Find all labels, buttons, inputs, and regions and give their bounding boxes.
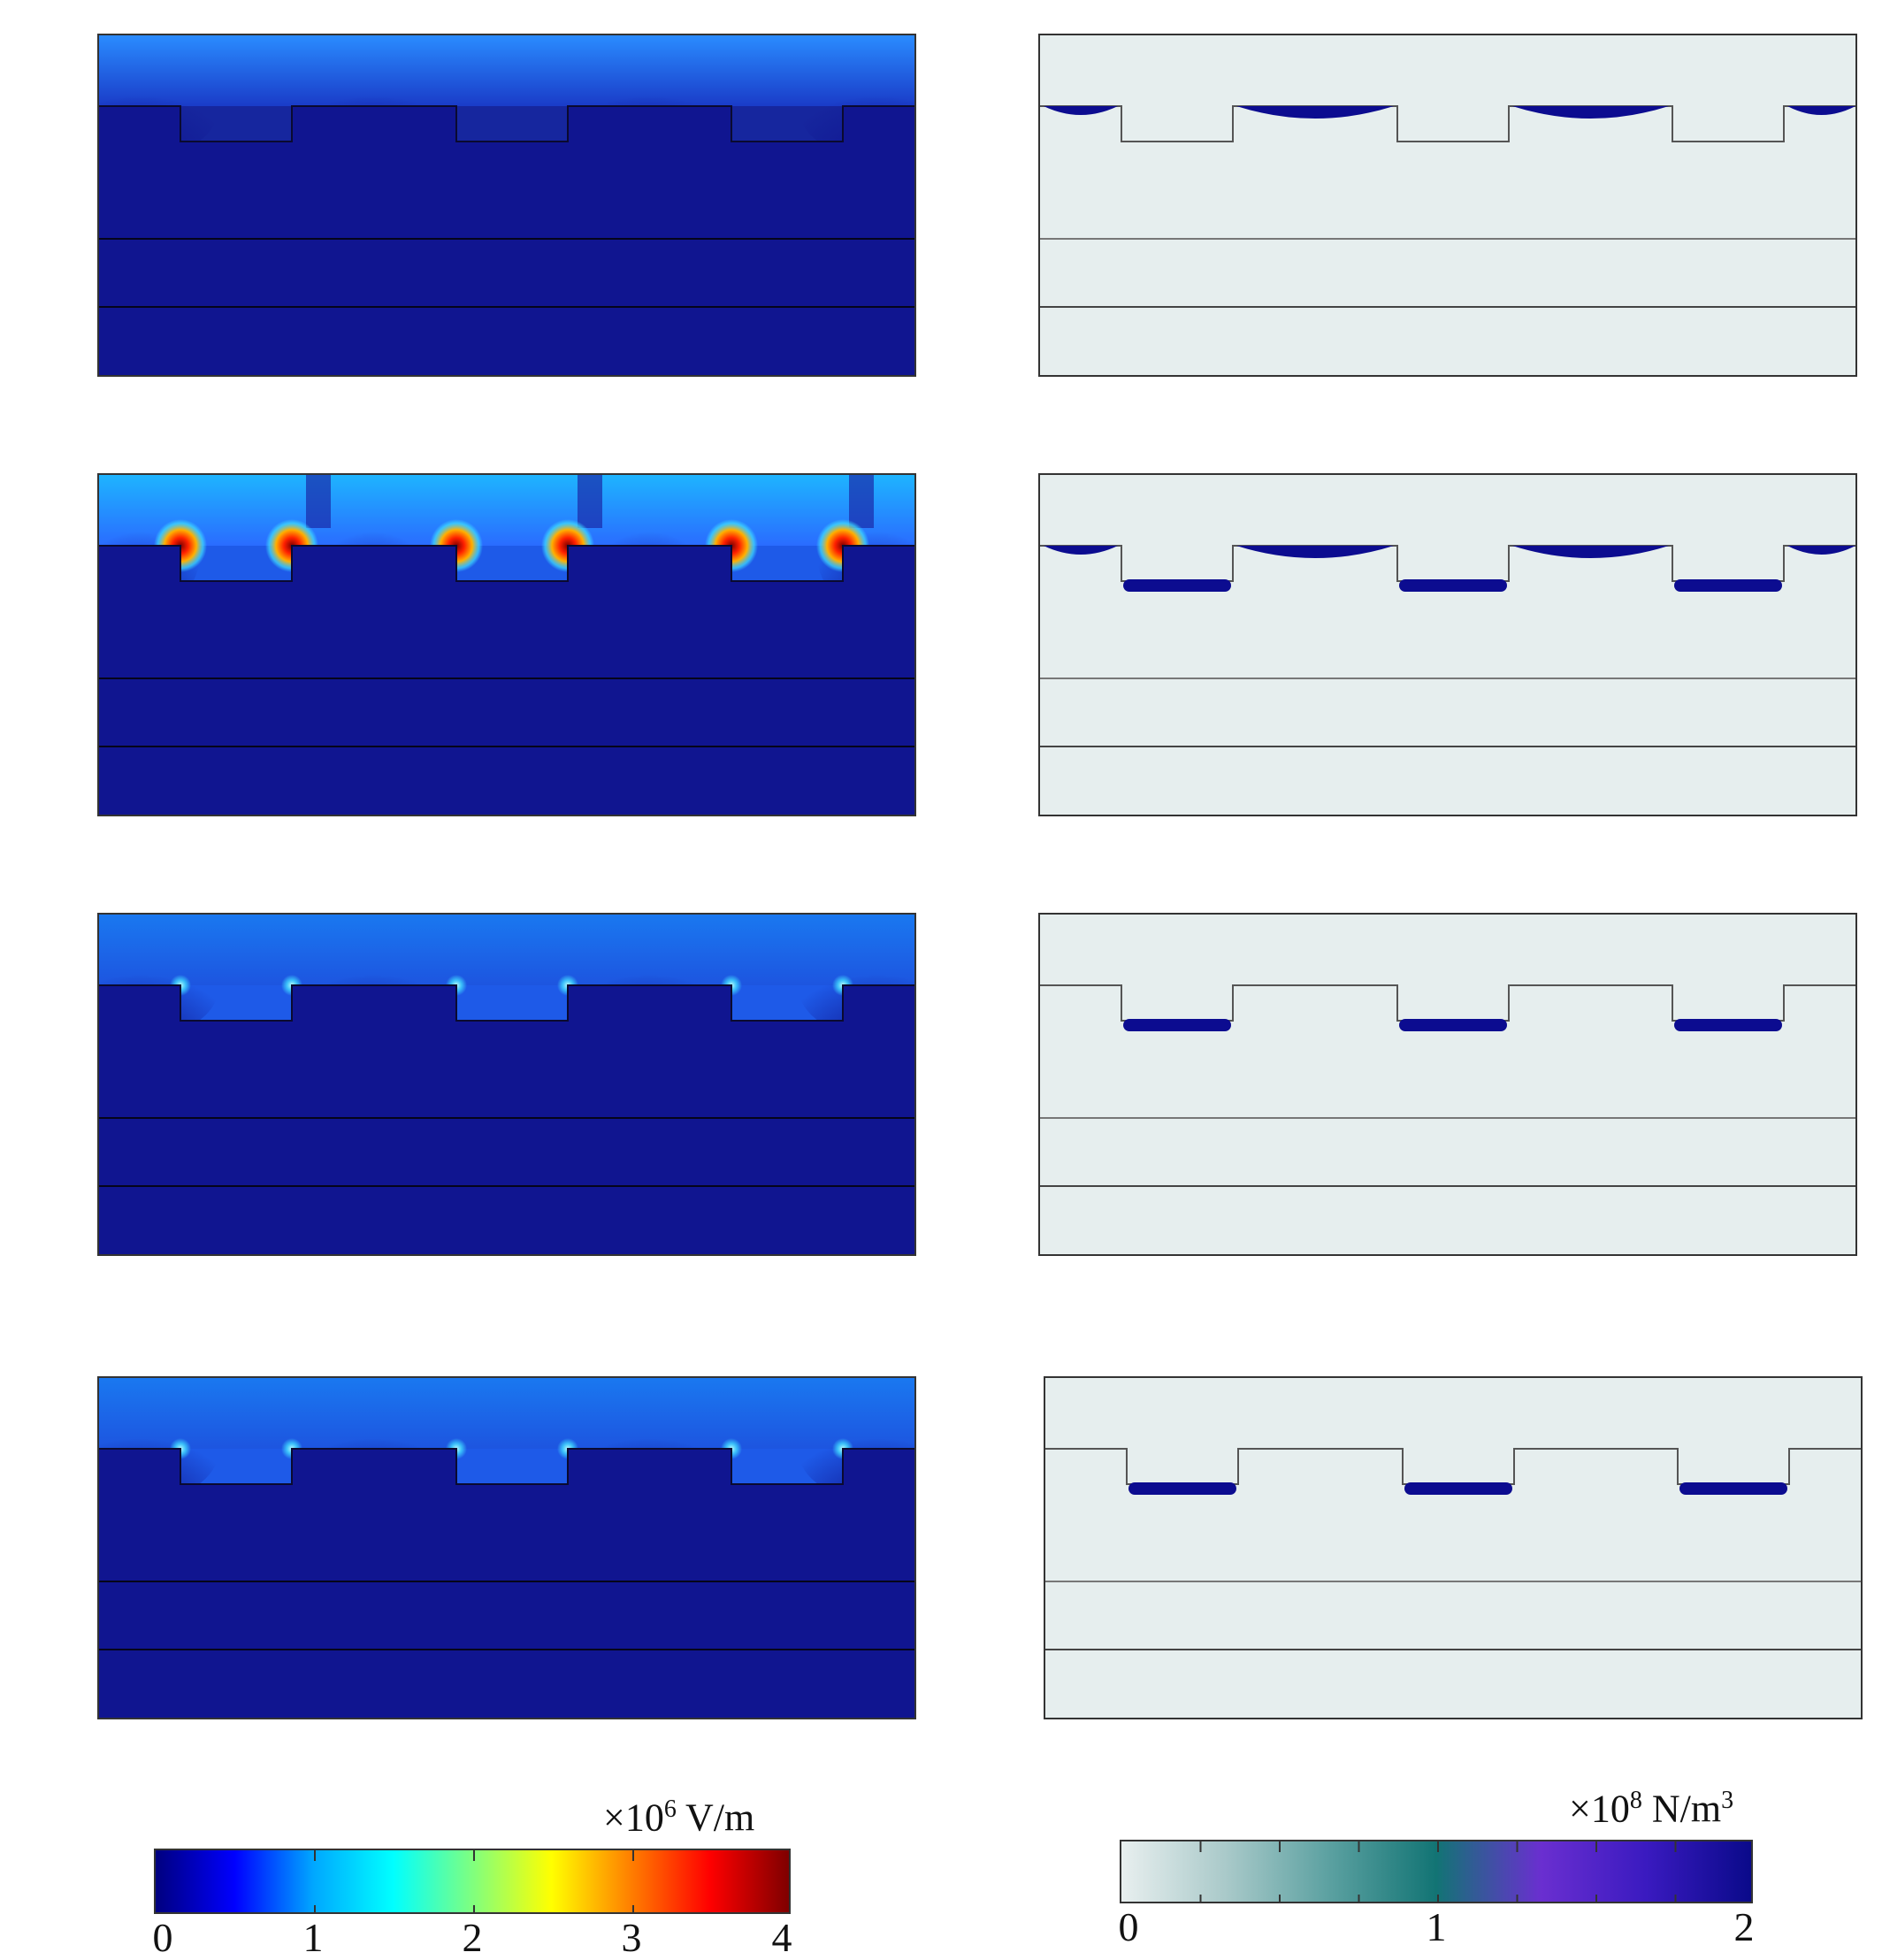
colorbar-tick-marks	[314, 1850, 634, 1912]
grating-outline	[99, 105, 914, 142]
force-band-0	[1123, 1019, 1231, 1031]
groove-field-1	[456, 985, 568, 1021]
field-dark-stripe-2	[849, 475, 874, 528]
field-map	[1040, 475, 1855, 815]
colorbar-unit: ×106 V/m	[603, 1795, 755, 1840]
air-region	[99, 475, 914, 546]
force-lens-0	[1044, 106, 1118, 115]
grating-outline	[1040, 105, 1855, 142]
air-region	[99, 1378, 914, 1449]
field-map	[99, 915, 914, 1254]
field-map	[1040, 915, 1855, 1254]
field-map	[99, 1378, 914, 1718]
air-region	[99, 35, 914, 106]
force-band-1	[1399, 1019, 1507, 1031]
force-band-2	[1679, 1482, 1787, 1495]
field-colorbar	[154, 1849, 791, 1914]
force-lens-2	[1512, 106, 1669, 119]
substrate	[99, 106, 914, 375]
force-colorbar	[1120, 1840, 1753, 1903]
force-background	[1045, 1378, 1861, 1718]
field-dark-stripe-1	[578, 475, 602, 528]
plot-h	[1044, 1376, 1863, 1719]
substrate	[99, 546, 914, 815]
colorbar-tick-label: 0	[152, 1915, 173, 1960]
colorbar-tick-label: 4	[771, 1915, 792, 1960]
force-background	[1040, 915, 1855, 1254]
colorbar-tick-label: 2	[462, 1915, 483, 1960]
colorbar-tick-marks	[1199, 1841, 1677, 1902]
plot-g	[97, 1376, 916, 1719]
field-map	[1040, 35, 1855, 375]
groove-field-1	[456, 1449, 568, 1484]
force-lens-1	[1236, 106, 1394, 119]
grating-outline	[99, 545, 914, 582]
force-background	[1040, 35, 1855, 375]
force-background	[1040, 475, 1855, 815]
colorbar-tick-label: 2	[1733, 1904, 1755, 1949]
substrate	[99, 985, 914, 1254]
force-band-2	[1674, 1019, 1782, 1031]
colorbar-tick-label: 1	[302, 1915, 324, 1960]
field-map	[1045, 1378, 1861, 1718]
force-band-0	[1128, 1482, 1236, 1495]
force-band-1	[1404, 1482, 1512, 1495]
plot-c	[97, 473, 916, 816]
colorbar-tick-label: 0	[1118, 1904, 1139, 1949]
force-band-2	[1674, 579, 1782, 592]
colorbar-tick-label: 3	[621, 1915, 642, 1960]
plot-b	[1038, 34, 1857, 377]
force-band-0	[1123, 579, 1231, 592]
grating-outline	[99, 1448, 914, 1485]
plot-e	[97, 913, 916, 1256]
colorbar-tick-label: 1	[1426, 1904, 1447, 1949]
force-lens-2	[1512, 546, 1669, 558]
force-lens-3	[1787, 106, 1855, 115]
field-map	[99, 475, 914, 815]
field-dark-stripe-0	[306, 475, 331, 528]
air-region	[99, 915, 914, 985]
groove-field-1	[456, 106, 568, 142]
force-lens-1	[1236, 546, 1394, 558]
plot-d	[1038, 473, 1857, 816]
plot-a	[97, 34, 916, 377]
force-band-1	[1399, 579, 1507, 592]
field-map	[99, 35, 914, 375]
plot-f	[1038, 913, 1857, 1256]
grating-outline	[99, 984, 914, 1022]
force-lens-3	[1787, 546, 1855, 555]
substrate	[99, 1449, 914, 1718]
force-lens-0	[1044, 546, 1118, 555]
colorbar-unit: ×108 N/m3	[1569, 1787, 1734, 1831]
